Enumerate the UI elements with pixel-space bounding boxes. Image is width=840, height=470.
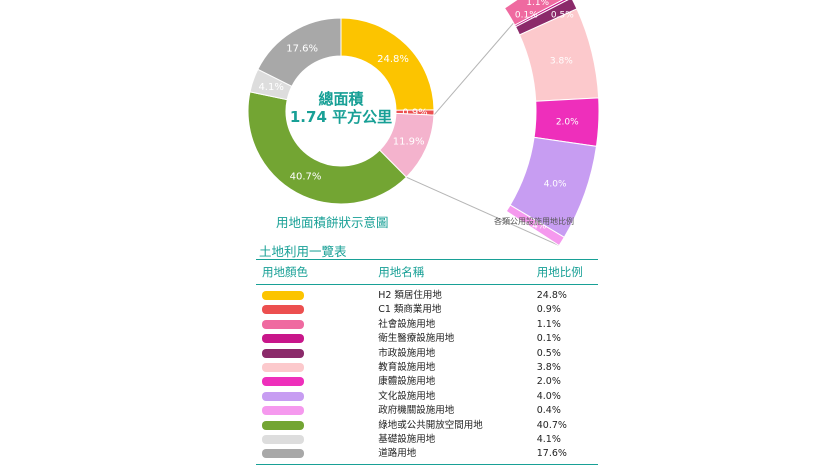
color-cell — [256, 318, 378, 332]
table-row: 社會設施用地 1.1% — [256, 318, 598, 332]
table-row: 教育設施用地 3.8% — [256, 361, 598, 375]
land-ratio: 0.5% — [536, 347, 561, 359]
land-name: 市政設施用地 — [378, 347, 436, 359]
color-swatch — [262, 363, 304, 373]
color-swatch — [262, 435, 304, 445]
arc-segment-label-6: 0.4% — [524, 221, 547, 231]
connector-line-bottom — [406, 176, 560, 246]
color-swatch — [262, 291, 304, 300]
color-swatch — [262, 334, 304, 344]
table-row: 康體設施用地 2.0% — [256, 375, 598, 389]
color-cell — [256, 375, 378, 389]
land-name: 基礎設施用地 — [378, 434, 436, 446]
header-ratio: 用地比例 — [536, 259, 598, 285]
land-name: 綠地或公共開放空間用地 — [378, 419, 483, 431]
color-swatch — [262, 348, 304, 358]
land-name: H2 類居住用地 — [378, 290, 442, 301]
donut-slice-label-4: 4.1% — [258, 82, 283, 93]
header-name: 用地名稱 — [378, 259, 537, 285]
donut-chart-caption: 用地面積餅狀示意圖 — [276, 215, 389, 230]
land-ratio: 0.4% — [536, 405, 561, 417]
land-name: 康體設施用地 — [378, 376, 436, 388]
table-title: 土地利用一覽表 — [259, 244, 347, 259]
donut-chart: 24.8% 0.9% 11.9% 40.7% 4.1% 17.6% — [247, 17, 435, 205]
table-row: 衛生醫療設施用地 0.1% — [256, 332, 598, 346]
connector-lines — [406, 0, 560, 246]
table-row: 市政設施用地 0.5% — [256, 347, 598, 361]
donut-center-title: 總面積 — [318, 90, 364, 108]
land-name: 文化設施用地 — [378, 390, 436, 402]
donut-slice-0 — [340, 17, 435, 111]
donut-slice-label-3: 40.7% — [290, 171, 322, 182]
donut-slice-label-5: 17.6% — [286, 44, 318, 55]
color-cell — [256, 361, 378, 375]
color-swatch — [262, 406, 304, 416]
table-row: 文化設施用地 4.0% — [256, 390, 598, 404]
land-ratio: 24.8% — [536, 290, 567, 301]
color-swatch — [262, 391, 304, 401]
color-swatch — [262, 305, 304, 315]
land-ratio: 1.1% — [536, 318, 561, 330]
color-swatch — [262, 319, 304, 329]
arc-segment-label-1: 0.1% — [515, 10, 538, 20]
table-row: C1 類商業用地 0.9% — [256, 303, 598, 317]
land-ratio: 4.1% — [536, 434, 561, 446]
land-ratio: 17.6% — [536, 447, 598, 465]
table-row: 政府機關設施用地 0.4% — [256, 404, 598, 418]
table-row: 基礎設施用地 4.1% — [256, 433, 598, 447]
table-row: H2 類居住用地 24.8% — [256, 285, 598, 304]
table-body: H2 類居住用地 24.8% C1 類商業用地 0.9% 社會設施用地 1.1% 衛生醫療設… — [256, 285, 598, 465]
arc-segment-label-3: 3.8% — [550, 56, 573, 66]
color-cell — [256, 347, 378, 361]
arc-segment-6 — [505, 204, 565, 247]
table-row: 道路用地 17.6% — [256, 447, 598, 465]
color-swatch — [262, 420, 304, 430]
arc-segment-label-4: 2.0% — [556, 117, 579, 127]
land-name: C1 類商業用地 — [378, 304, 442, 316]
table-header-row: 用地顏色 用地名稱 用地比例 — [256, 259, 598, 285]
donut-slice-5 — [257, 17, 342, 88]
color-swatch — [262, 377, 304, 387]
land-name: 社會設施用地 — [378, 318, 436, 330]
land-ratio: 0.9% — [536, 304, 561, 316]
donut-slice-label-0: 24.8% — [377, 54, 409, 65]
table-row: 綠地或公共開放空間用地 40.7% — [256, 419, 598, 433]
connector-line-top — [433, 0, 535, 116]
land-use-table: 用地顏色 用地名稱 用地比例 H2 類居住用地 24.8% C1 類商業用地 0.9%… — [256, 259, 598, 465]
breakdown-arc-bar: 1.1% 0.1% 0.5% 3.8% 2.0% 4.0% 0.4% — [503, 0, 600, 247]
color-cell — [256, 332, 378, 346]
breakdown-chart-caption: 各類公用設施用地比例 — [494, 217, 574, 226]
land-ratio: 4.0% — [536, 390, 561, 402]
color-cell — [256, 433, 378, 447]
donut-center-value: 1.74 平方公里 — [290, 108, 392, 126]
arc-segment-label-2: 0.5% — [551, 10, 574, 20]
color-cell — [256, 285, 378, 304]
color-cell — [256, 419, 378, 433]
arc-segment-label-0: 1.1% — [526, 0, 549, 8]
land-ratio: 3.8% — [536, 362, 561, 374]
donut-slice-label-1: 0.9% — [402, 108, 427, 119]
land-ratio: 0.1% — [536, 333, 561, 345]
color-cell — [256, 303, 378, 317]
color-cell — [256, 447, 379, 465]
color-swatch — [262, 449, 304, 459]
header-color: 用地顏色 — [256, 259, 379, 285]
color-cell — [256, 404, 378, 418]
donut-slice-label-2: 11.9% — [393, 137, 425, 148]
land-name: 政府機關設施用地 — [378, 405, 455, 417]
land-name: 教育設施用地 — [378, 362, 436, 374]
land-ratio: 40.7% — [536, 419, 567, 431]
land-name: 衛生醫療設施用地 — [378, 333, 455, 345]
donut-slice-3 — [247, 91, 408, 205]
color-cell — [256, 390, 378, 404]
land-name: 道路用地 — [378, 447, 537, 465]
arc-segment-label-5: 4.0% — [544, 179, 567, 189]
land-ratio: 2.0% — [536, 376, 561, 388]
